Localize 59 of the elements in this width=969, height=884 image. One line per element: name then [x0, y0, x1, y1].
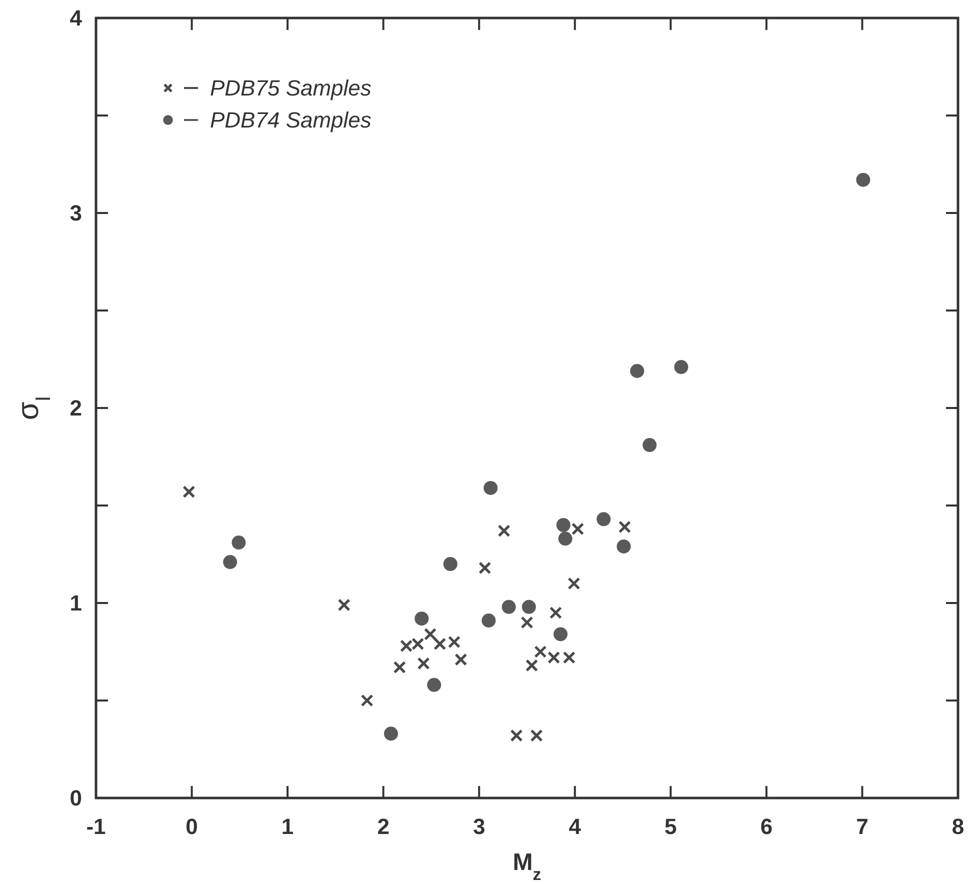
x-tick-label: 6	[760, 814, 773, 839]
point	[223, 555, 238, 570]
point	[534, 645, 547, 658]
x-tick-label: 1	[281, 814, 294, 839]
point	[520, 616, 534, 629]
point	[424, 628, 437, 640]
legend-label: PDB74 Samples	[210, 108, 372, 133]
point	[427, 678, 442, 692]
point	[443, 557, 458, 571]
point	[482, 614, 496, 628]
point	[548, 651, 560, 664]
x-tick-label: -1	[86, 814, 106, 839]
x-tick-label: 4	[568, 814, 582, 839]
point	[674, 360, 688, 374]
point	[616, 539, 631, 554]
y-tick-label: 4	[70, 6, 83, 31]
point	[360, 694, 374, 707]
point	[448, 636, 461, 648]
point	[596, 512, 611, 526]
y-tick-label: 0	[70, 786, 82, 811]
point	[510, 729, 523, 742]
point	[478, 562, 492, 574]
point	[338, 598, 350, 612]
x-tick-label: 7	[856, 814, 868, 839]
x-tick-label: 2	[377, 814, 390, 839]
point	[558, 532, 572, 546]
point	[556, 518, 570, 532]
y-tick-label: 2	[70, 396, 82, 421]
point	[549, 606, 562, 620]
point	[571, 522, 584, 536]
point	[484, 480, 498, 495]
point	[384, 726, 398, 741]
point	[417, 657, 430, 670]
point	[642, 438, 657, 452]
point	[530, 729, 543, 742]
x-tick-label: 5	[664, 814, 677, 839]
point	[414, 612, 429, 626]
point	[568, 577, 580, 590]
x-tick-label: 0	[186, 814, 198, 839]
point	[434, 638, 446, 650]
x-tick-label: 8	[952, 814, 964, 839]
point	[498, 524, 510, 538]
x-tick-label: 3	[472, 814, 486, 839]
point	[525, 659, 538, 672]
point	[182, 486, 196, 498]
y-tick-label: 1	[70, 590, 82, 616]
legend-label: PDB75 Samples	[210, 76, 372, 101]
point	[393, 661, 406, 674]
y-tick-label: 3	[70, 200, 82, 226]
point	[554, 627, 568, 642]
point	[562, 651, 576, 664]
point	[618, 520, 631, 534]
point	[232, 536, 246, 550]
point	[856, 172, 870, 187]
point	[502, 600, 516, 614]
point	[454, 653, 468, 666]
point	[630, 364, 644, 378]
point	[522, 600, 536, 614]
x-axis-title: M$_{z}$	[512, 849, 542, 884]
